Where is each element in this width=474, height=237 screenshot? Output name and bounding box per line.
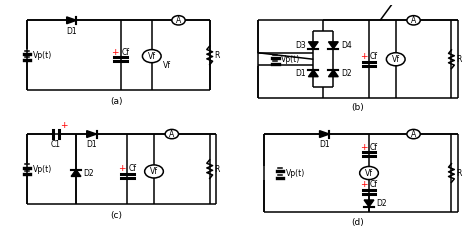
Text: A: A	[411, 130, 416, 139]
Text: A: A	[169, 130, 174, 139]
Text: (c): (c)	[110, 210, 122, 219]
Text: D1: D1	[86, 140, 97, 149]
Polygon shape	[67, 17, 76, 24]
Circle shape	[360, 166, 378, 180]
Text: +: +	[360, 52, 367, 61]
Text: D3: D3	[295, 41, 306, 50]
Text: D2: D2	[376, 199, 387, 208]
Text: (a): (a)	[110, 97, 122, 106]
Text: +: +	[60, 121, 67, 130]
Text: A: A	[176, 16, 181, 25]
Text: D2: D2	[83, 169, 94, 178]
Text: Vf: Vf	[392, 55, 400, 64]
Text: A: A	[411, 16, 416, 25]
Text: R: R	[215, 165, 220, 174]
Text: Cf: Cf	[122, 48, 130, 57]
Text: D4: D4	[341, 41, 352, 50]
Text: Vp(t): Vp(t)	[33, 165, 52, 174]
Text: Cf: Cf	[370, 180, 378, 189]
Circle shape	[172, 16, 185, 25]
Circle shape	[145, 165, 164, 178]
Text: R: R	[215, 51, 220, 60]
Polygon shape	[87, 131, 97, 137]
Polygon shape	[309, 70, 318, 77]
Circle shape	[386, 53, 405, 66]
Text: D1: D1	[66, 27, 77, 36]
Text: D1: D1	[319, 140, 330, 149]
Text: R: R	[456, 55, 462, 64]
Text: +: +	[360, 143, 367, 152]
Text: D2: D2	[341, 69, 352, 78]
Polygon shape	[309, 42, 318, 49]
Text: Vf: Vf	[150, 167, 158, 176]
Text: D1: D1	[295, 69, 306, 78]
Polygon shape	[319, 131, 329, 137]
Circle shape	[142, 50, 161, 63]
Text: Vp(t): Vp(t)	[33, 51, 52, 60]
Text: Vf: Vf	[163, 61, 171, 70]
Text: Cf: Cf	[370, 52, 378, 61]
Polygon shape	[328, 42, 338, 49]
Text: Cf: Cf	[370, 143, 378, 152]
Text: +: +	[118, 164, 126, 173]
Polygon shape	[328, 70, 338, 77]
Text: (b): (b)	[352, 103, 364, 112]
Text: R: R	[456, 169, 462, 178]
Circle shape	[407, 16, 420, 25]
Text: +: +	[111, 48, 119, 57]
Polygon shape	[364, 200, 374, 207]
Text: C1: C1	[51, 140, 61, 149]
Text: (d): (d)	[352, 218, 364, 227]
Text: Cf: Cf	[128, 164, 137, 173]
Text: Vf: Vf	[148, 52, 156, 61]
Circle shape	[407, 129, 420, 139]
Text: Vf: Vf	[365, 169, 373, 178]
Text: Vp(t): Vp(t)	[285, 169, 305, 178]
Circle shape	[165, 129, 179, 139]
Polygon shape	[71, 170, 81, 176]
Text: +: +	[360, 180, 367, 189]
Text: Vp(t): Vp(t)	[281, 55, 300, 64]
